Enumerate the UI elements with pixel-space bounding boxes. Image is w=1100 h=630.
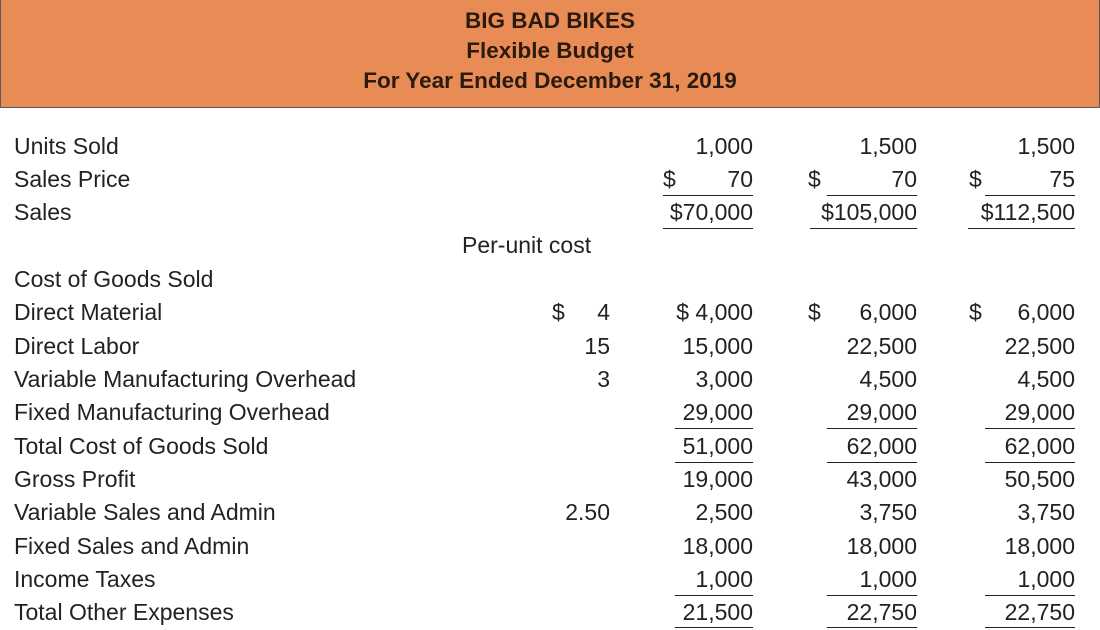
col3-material-currency: $ <box>969 299 982 325</box>
col3-direct-material: 6,000 <box>1017 299 1075 325</box>
col1-variable-sales-admin: 2,500 <box>695 499 753 525</box>
col1-total-other-expenses: 21,500 <box>682 599 753 625</box>
row-label-cost-of-goods-sold: Cost of Goods Sold <box>14 266 214 292</box>
col1-income-taxes: 1,000 <box>695 566 753 592</box>
row-label-sales: Sales <box>14 199 72 225</box>
rule-total-other-col1 <box>675 627 753 628</box>
row-label-direct-labor: Direct Labor <box>14 333 140 359</box>
col3-fixed-mfg-overhead: 29,000 <box>1004 399 1075 425</box>
col3-units-sold: 1,500 <box>1017 133 1075 159</box>
col3-direct-labor: 22,500 <box>1004 333 1075 359</box>
col2-material-currency: $ <box>808 299 821 325</box>
col2-fixed-sales-admin: 18,000 <box>846 533 917 559</box>
col3-variable-mfg-overhead: 4,500 <box>1017 366 1075 392</box>
row-label-total-other-expenses: Total Other Expenses <box>14 599 234 625</box>
col2-total-cogs: 62,000 <box>846 433 917 459</box>
per-unit-cost-heading: Per-unit cost <box>462 232 592 258</box>
col1-sales-price: 70 <box>727 166 753 192</box>
row-label-fixed-mfg-overhead: Fixed Manufacturing Overhead <box>14 399 330 425</box>
col3-sales: $112,500 <box>980 199 1075 225</box>
col2-sales-price: 70 <box>891 166 917 192</box>
col3-gross-profit: 50,500 <box>1004 466 1075 492</box>
col2-sales: $105,000 <box>821 199 917 225</box>
row-label-variable-mfg-overhead: Variable Manufacturing Overhead <box>14 366 357 392</box>
rule-sales-price-col2 <box>827 195 917 196</box>
col2-variable-sales-admin: 3,750 <box>859 499 917 525</box>
per-unit-direct-labor: 15 <box>584 333 610 359</box>
row-label-fixed-sales-admin: Fixed Sales and Admin <box>14 533 250 559</box>
report-header: BIG BAD BIKES Flexible Budget For Year E… <box>0 0 1100 108</box>
col1-fixed-mfg-overhead: 29,000 <box>682 399 753 425</box>
row-label-variable-sales-admin: Variable Sales and Admin <box>14 499 276 525</box>
per-unit-variable-sales-admin: 2.50 <box>565 499 610 525</box>
rule-sales-price-col3 <box>985 195 1075 196</box>
rule-fixed-mfg-col1 <box>675 428 753 429</box>
rule-sales-col2 <box>810 228 917 229</box>
rule-total-cogs-col1 <box>675 462 753 463</box>
row-label-gross-profit: Gross Profit <box>14 466 136 492</box>
col1-direct-material: $ 4,000 <box>676 299 753 325</box>
report-period: For Year Ended December 31, 2019 <box>363 68 737 93</box>
col1-total-cogs: 51,000 <box>682 433 753 459</box>
col3-total-cogs: 62,000 <box>1004 433 1075 459</box>
col3-price-currency: $ <box>969 166 982 192</box>
row-label-income-taxes: Income Taxes <box>14 566 156 592</box>
col1-price-currency: $ <box>663 166 676 192</box>
per-unit-currency-symbol: $ <box>552 299 565 325</box>
col1-gross-profit: 19,000 <box>682 466 753 492</box>
col2-variable-mfg-overhead: 4,500 <box>859 366 917 392</box>
col2-total-other-expenses: 22,750 <box>846 599 917 625</box>
col2-fixed-mfg-overhead: 29,000 <box>846 399 917 425</box>
col2-income-taxes: 1,000 <box>859 566 917 592</box>
row-label-direct-material: Direct Material <box>14 299 163 325</box>
rule-sales-col1 <box>663 228 753 229</box>
per-unit-direct-material: 4 <box>597 299 610 325</box>
rule-sales-col3 <box>968 228 1075 229</box>
rule-sales-price-col1 <box>663 195 753 196</box>
company-name: BIG BAD BIKES <box>464 8 635 33</box>
col2-gross-profit: 43,000 <box>846 466 917 492</box>
rule-income-taxes-col2 <box>827 595 917 596</box>
rule-income-taxes-col3 <box>985 595 1075 596</box>
per-unit-variable-mfg-overhead: 3 <box>597 366 610 392</box>
row-label-sales-price: Sales Price <box>14 166 131 192</box>
col1-units-sold: 1,000 <box>695 133 753 159</box>
rule-total-cogs-col3 <box>985 462 1075 463</box>
col3-variable-sales-admin: 3,750 <box>1017 499 1075 525</box>
col3-fixed-sales-admin: 18,000 <box>1004 533 1075 559</box>
col3-sales-price: 75 <box>1049 166 1075 192</box>
col2-direct-material: 6,000 <box>859 299 917 325</box>
col1-sales: $70,000 <box>669 199 753 225</box>
col2-units-sold: 1,500 <box>859 133 917 159</box>
rule-fixed-mfg-col3 <box>985 428 1075 429</box>
col2-price-currency: $ <box>808 166 821 192</box>
col1-fixed-sales-admin: 18,000 <box>682 533 753 559</box>
row-label-total-cogs: Total Cost of Goods Sold <box>14 433 269 459</box>
rule-income-taxes-col1 <box>675 595 753 596</box>
report-title: Flexible Budget <box>466 38 634 63</box>
rule-total-other-col2 <box>827 627 917 628</box>
col1-direct-labor: 15,000 <box>682 333 753 359</box>
col3-total-other-expenses: 22,750 <box>1004 599 1075 625</box>
rule-total-other-col3 <box>985 627 1075 628</box>
col1-variable-mfg-overhead: 3,000 <box>695 366 753 392</box>
col3-income-taxes: 1,000 <box>1017 566 1075 592</box>
rule-fixed-mfg-col2 <box>827 428 917 429</box>
rule-total-cogs-col2 <box>827 462 917 463</box>
col2-direct-labor: 22,500 <box>846 333 917 359</box>
row-label-units-sold: Units Sold <box>14 133 119 159</box>
